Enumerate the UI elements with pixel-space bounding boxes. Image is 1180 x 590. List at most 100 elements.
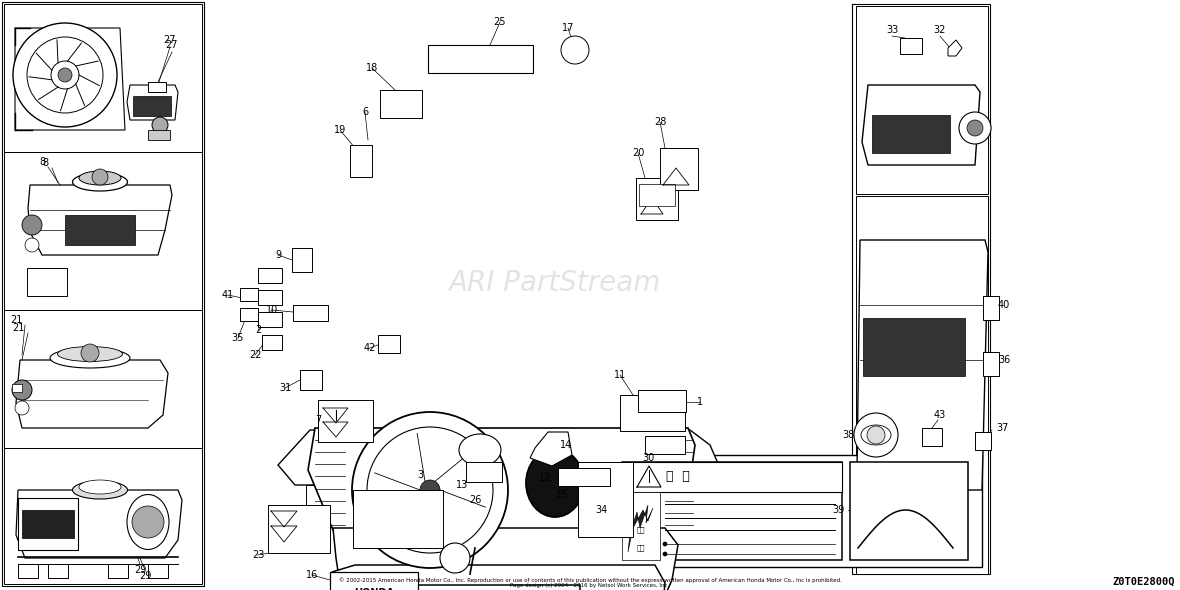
Polygon shape bbox=[127, 85, 178, 120]
Text: 26: 26 bbox=[468, 495, 481, 505]
Text: 29: 29 bbox=[133, 565, 146, 575]
Bar bbox=[4, 152, 202, 310]
Text: 10: 10 bbox=[266, 305, 278, 315]
Ellipse shape bbox=[459, 434, 502, 466]
Text: 25: 25 bbox=[493, 17, 506, 27]
Polygon shape bbox=[628, 505, 653, 552]
Polygon shape bbox=[654, 485, 682, 525]
Bar bbox=[4, 448, 202, 584]
Ellipse shape bbox=[72, 481, 127, 499]
Text: ARI PartStream: ARI PartStream bbox=[448, 269, 661, 297]
Bar bbox=[378, 335, 400, 353]
Bar bbox=[856, 196, 988, 574]
Bar bbox=[293, 305, 328, 321]
Text: 37: 37 bbox=[996, 423, 1009, 433]
Bar bbox=[2, 2, 204, 586]
Bar bbox=[300, 370, 322, 390]
Polygon shape bbox=[857, 240, 988, 490]
Circle shape bbox=[420, 480, 440, 500]
Text: 20: 20 bbox=[631, 148, 644, 158]
Bar bbox=[148, 82, 166, 92]
Circle shape bbox=[27, 37, 103, 113]
Bar bbox=[148, 564, 168, 578]
Bar bbox=[660, 148, 699, 190]
Text: 8: 8 bbox=[39, 157, 45, 167]
Bar bbox=[558, 468, 610, 486]
Text: 27: 27 bbox=[164, 35, 176, 45]
Bar bbox=[863, 318, 965, 376]
Text: Z0T0E2800Q: Z0T0E2800Q bbox=[1113, 577, 1175, 587]
Bar bbox=[620, 395, 686, 431]
Text: 19: 19 bbox=[334, 125, 346, 135]
Text: 8: 8 bbox=[42, 158, 48, 168]
Bar bbox=[415, 585, 581, 590]
Text: 31: 31 bbox=[278, 383, 291, 393]
Bar bbox=[622, 462, 843, 492]
Bar bbox=[65, 215, 135, 245]
Polygon shape bbox=[308, 428, 695, 570]
Bar bbox=[262, 335, 282, 350]
Text: 1: 1 bbox=[697, 397, 703, 407]
Circle shape bbox=[663, 542, 667, 546]
Text: 34: 34 bbox=[596, 505, 608, 515]
Polygon shape bbox=[17, 490, 182, 558]
Bar bbox=[852, 4, 990, 574]
Polygon shape bbox=[17, 360, 168, 428]
Bar bbox=[240, 308, 258, 321]
Polygon shape bbox=[366, 485, 394, 525]
Circle shape bbox=[58, 68, 72, 82]
Text: HONDA: HONDA bbox=[354, 588, 394, 590]
Ellipse shape bbox=[72, 173, 127, 191]
Bar bbox=[856, 6, 988, 194]
Bar bbox=[12, 384, 22, 392]
Text: 32: 32 bbox=[933, 25, 946, 35]
Bar bbox=[258, 312, 282, 327]
Bar bbox=[18, 564, 38, 578]
Bar bbox=[258, 268, 282, 283]
Circle shape bbox=[959, 112, 991, 144]
Polygon shape bbox=[863, 85, 981, 165]
Polygon shape bbox=[28, 185, 172, 255]
Bar bbox=[109, 564, 127, 578]
Ellipse shape bbox=[79, 480, 122, 494]
Text: 43: 43 bbox=[933, 410, 946, 420]
Text: 41: 41 bbox=[222, 290, 234, 300]
Bar bbox=[466, 462, 502, 482]
Text: 36: 36 bbox=[998, 355, 1010, 365]
Text: 13: 13 bbox=[455, 480, 468, 490]
Bar bbox=[4, 4, 202, 152]
Text: 28: 28 bbox=[654, 117, 667, 127]
Bar bbox=[240, 288, 258, 301]
Bar bbox=[640, 184, 675, 206]
Bar bbox=[4, 310, 202, 448]
Text: 18: 18 bbox=[366, 63, 378, 73]
Bar bbox=[350, 145, 372, 177]
Bar bbox=[258, 290, 282, 305]
Polygon shape bbox=[15, 28, 125, 130]
Text: 21: 21 bbox=[12, 323, 24, 333]
Bar bbox=[330, 572, 418, 590]
Bar bbox=[983, 352, 999, 376]
Bar bbox=[291, 248, 312, 272]
Text: 3: 3 bbox=[417, 470, 424, 480]
Bar bbox=[638, 390, 686, 412]
Bar bbox=[133, 96, 171, 116]
Ellipse shape bbox=[560, 36, 589, 64]
Text: 40: 40 bbox=[998, 300, 1010, 310]
Bar bbox=[622, 462, 843, 560]
Bar bbox=[380, 90, 422, 118]
Bar bbox=[636, 178, 678, 220]
Text: 6: 6 bbox=[362, 107, 368, 117]
Text: Page design (c) 2004 - 2016 by Netsol Work Services, Inc.: Page design (c) 2004 - 2016 by Netsol Wo… bbox=[511, 584, 669, 588]
Circle shape bbox=[92, 169, 109, 185]
Circle shape bbox=[440, 543, 470, 573]
Polygon shape bbox=[596, 485, 624, 525]
Circle shape bbox=[152, 117, 168, 133]
Text: 33: 33 bbox=[886, 25, 898, 35]
Circle shape bbox=[966, 120, 983, 136]
Text: 警  告: 警 告 bbox=[667, 470, 690, 483]
Text: 35: 35 bbox=[231, 333, 244, 343]
Text: 9: 9 bbox=[275, 250, 281, 260]
Polygon shape bbox=[530, 432, 572, 466]
Bar bbox=[900, 38, 922, 54]
